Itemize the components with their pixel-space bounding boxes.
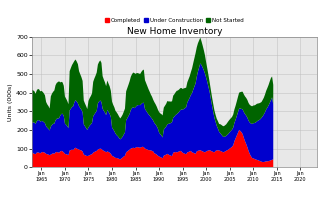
Legend: Completed, Under Construction, Not Started: Completed, Under Construction, Not Start… xyxy=(103,16,246,26)
Title: New Home Inventory: New Home Inventory xyxy=(127,27,222,36)
Y-axis label: Units (000s): Units (000s) xyxy=(8,83,13,121)
